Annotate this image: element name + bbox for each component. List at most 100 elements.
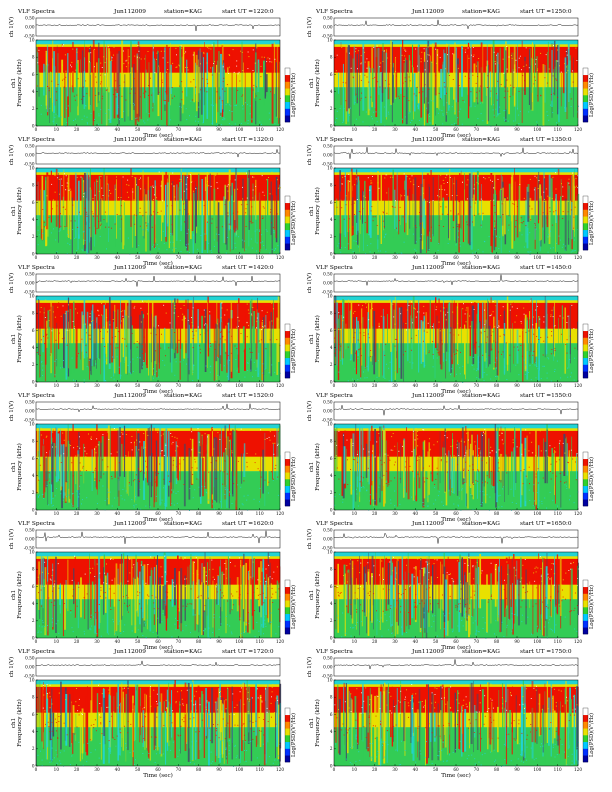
spectrogram-speckle	[404, 116, 406, 118]
spectrogram-speckle	[428, 201, 430, 203]
spectrogram-speckle	[383, 50, 385, 52]
spectrogram-speckle	[179, 457, 181, 459]
spectrogram-speckle	[171, 224, 173, 226]
spectrogram-streak	[212, 580, 214, 628]
spectrogram-streak	[195, 186, 198, 227]
spectrogram-speckle	[190, 81, 192, 83]
spectrogram-streak	[227, 67, 229, 104]
spectrogram-speckle	[172, 582, 174, 584]
spectrogram-speckle	[445, 359, 447, 361]
spectrogram-speckle	[359, 73, 361, 75]
spectrogram-speckle	[388, 330, 390, 331]
spectrogram-streak	[148, 47, 151, 118]
spectrogram-speckle	[116, 214, 118, 215]
spectrogram-streak	[72, 424, 74, 508]
spectrogram-speckle	[440, 206, 442, 208]
spectrogram-speckle	[256, 242, 258, 244]
spectrogram-streak	[396, 300, 398, 352]
spectrogram-speckle	[347, 459, 348, 461]
spectrogram-speckle	[174, 623, 176, 625]
spectrogram-speckle	[187, 69, 189, 71]
spectrogram-speckle	[536, 70, 538, 72]
spectrogram-channel-label: ch1	[11, 206, 17, 216]
spectrogram-speckle	[246, 336, 248, 338]
x-tick-label: 40	[413, 127, 419, 132]
spectrogram-speckle	[427, 496, 429, 498]
spectrogram-speckle	[277, 319, 279, 321]
spectrogram-speckle	[503, 110, 505, 112]
spectrogram-speckle	[100, 476, 102, 478]
spectrogram-speckle	[206, 62, 208, 64]
spectrogram-streak	[87, 325, 89, 374]
spectrogram-speckle	[89, 568, 91, 570]
spectrogram-speckle	[153, 602, 155, 604]
spectrogram-speckle	[415, 316, 417, 318]
spectrogram-speckle	[241, 503, 243, 505]
spectrogram-speckle	[137, 468, 139, 470]
spectrogram-speckle	[63, 78, 65, 80]
spectrogram-speckle	[93, 66, 95, 68]
spectrogram-speckle	[133, 78, 135, 80]
spectrogram-streak	[276, 580, 279, 607]
spectrogram-speckle	[553, 326, 555, 327]
spectrogram-speckle	[352, 378, 354, 380]
spectrogram-speckle	[264, 577, 265, 579]
spectrogram-speckle	[222, 483, 224, 485]
spectrogram-streak	[476, 313, 478, 370]
x-tick-label: 70	[176, 255, 182, 260]
spectrogram-speckle	[246, 197, 248, 199]
spectrogram-speckle	[106, 357, 108, 359]
spectrogram-streak	[136, 55, 139, 114]
spectrogram-speckle	[246, 203, 248, 205]
spectrogram-speckle	[442, 179, 444, 181]
spectrogram-speckle	[83, 556, 85, 558]
spectrogram-speckle	[153, 211, 155, 213]
spectrogram-streak	[96, 179, 98, 246]
spectrogram-speckle	[224, 563, 226, 564]
spectrogram-speckle	[242, 198, 244, 200]
spectrogram-streak	[209, 173, 211, 251]
spectrogram-speckle	[250, 369, 252, 371]
spectrogram-streak	[511, 52, 513, 105]
spectrogram-speckle	[176, 437, 178, 439]
spectrogram-speckle	[478, 58, 480, 59]
spectrogram-speckle	[133, 506, 135, 508]
spectrogram-speckle	[152, 187, 154, 188]
spectrogram-speckle	[409, 178, 411, 180]
spectrogram-speckle	[503, 202, 505, 204]
spectrogram-streak	[252, 183, 254, 234]
spectrogram-speckle	[339, 329, 341, 331]
spectrogram-streak	[154, 61, 156, 111]
spectrogram-speckle	[86, 366, 88, 368]
spectrogram-streak	[465, 445, 467, 507]
spectrogram-speckle	[437, 249, 439, 251]
spectrogram-streak	[511, 451, 513, 502]
spectrogram-speckle	[67, 105, 69, 107]
spectrogram-speckle	[76, 250, 78, 251]
spectrogram-speckle	[192, 573, 194, 574]
spectrogram-speckle	[206, 78, 208, 80]
spectrogram-speckle	[54, 316, 56, 318]
spectrogram-speckle	[52, 120, 54, 122]
y-axis-label: Frequency (kHz)	[314, 59, 321, 107]
spectrogram-speckle	[550, 478, 552, 480]
spectrogram-streak	[471, 434, 473, 495]
spectrogram-speckle	[187, 603, 189, 605]
spectrogram-streak	[221, 427, 222, 509]
spectrogram-speckle	[47, 328, 49, 330]
spectrogram-speckle	[408, 76, 410, 78]
panel-start-time: start UT =1420:0	[222, 265, 274, 271]
spectrogram-speckle	[224, 339, 226, 341]
spectrogram-speckle	[344, 175, 346, 177]
spectrogram-streak	[40, 184, 42, 239]
spectrogram-speckle	[252, 49, 254, 51]
spectrogram-speckle	[76, 340, 78, 342]
spectrogram-speckle	[109, 189, 110, 191]
x-tick-label: 40	[115, 127, 121, 132]
spectrogram-streak	[440, 184, 442, 220]
spectrogram-speckle	[237, 460, 239, 462]
spectrogram-speckle	[572, 175, 574, 177]
y-tick-label: 8	[32, 55, 35, 60]
spectrogram-speckle	[552, 247, 554, 249]
spectrogram-streak	[341, 315, 343, 360]
